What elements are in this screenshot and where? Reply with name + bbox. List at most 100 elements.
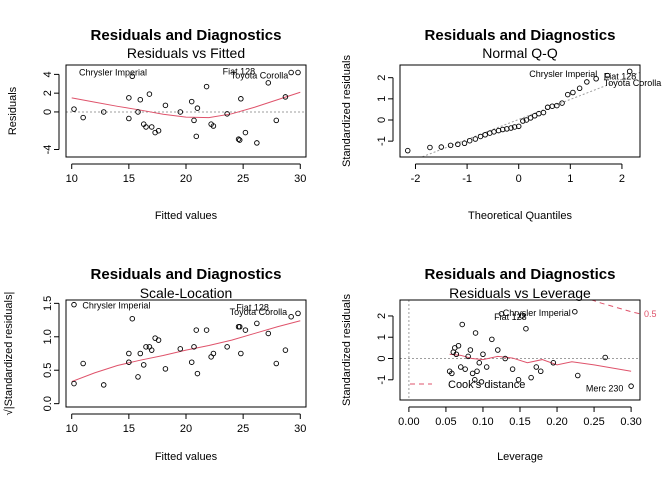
data-point	[193, 133, 200, 140]
plot-area	[66, 69, 306, 146]
cooks-distance-contour	[590, 300, 640, 315]
point-annotation: Toyota Corolla	[604, 78, 662, 88]
data-point	[523, 117, 530, 123]
data-point	[282, 94, 289, 100]
data-point	[491, 129, 497, 135]
data-point	[478, 379, 485, 385]
data-point	[135, 109, 141, 115]
x-tick-label: 30	[294, 173, 306, 185]
point-annotation: Toyota Corolla	[231, 70, 289, 80]
x-tick-label: -1	[462, 173, 472, 185]
data-point	[466, 137, 473, 144]
x-tick-label: 25	[237, 423, 249, 435]
point-annotation: Chrysler Imperial	[529, 69, 597, 79]
data-point	[71, 380, 77, 387]
panel-3: Residuals and Diagnostics Scale-LocationC…	[3, 266, 307, 463]
point-annotation: Chrysler Imperial	[503, 308, 571, 318]
plot-area	[400, 300, 640, 400]
data-point	[126, 359, 132, 365]
data-point	[265, 80, 272, 86]
data-point	[143, 124, 149, 130]
data-point	[467, 347, 474, 353]
data-point	[520, 118, 526, 124]
y-tick-label: 2	[376, 313, 388, 319]
legend-label: Cook's distance	[448, 379, 525, 391]
data-point	[482, 132, 488, 138]
data-point	[295, 310, 301, 317]
x-tick-label: 0.25	[583, 416, 604, 428]
data-point	[235, 136, 242, 142]
data-point	[100, 109, 107, 115]
data-point	[483, 364, 490, 370]
y-tick-label: 0	[42, 109, 54, 115]
data-point	[602, 354, 608, 361]
data-point	[188, 359, 195, 365]
data-point	[480, 351, 486, 358]
y-tick-label: 2	[376, 75, 388, 81]
data-point	[462, 366, 468, 372]
chart-subtitle: Scale-Location	[140, 285, 233, 301]
data-point	[143, 344, 149, 350]
data-point	[254, 320, 260, 327]
plot-frame	[399, 64, 641, 158]
qq-reference-line	[420, 71, 640, 157]
data-point	[575, 372, 581, 379]
plot-frame	[399, 299, 641, 401]
x-tick-label: 10	[66, 173, 78, 185]
data-point	[191, 344, 197, 350]
data-point	[472, 330, 479, 336]
data-point	[100, 382, 107, 388]
data-point	[295, 69, 301, 76]
x-tick-label: 15	[123, 173, 135, 185]
plot-frame	[65, 64, 307, 158]
data-point	[453, 351, 460, 358]
data-point	[254, 140, 260, 146]
data-point	[191, 117, 197, 124]
y-tick-label: 1.0	[42, 329, 54, 344]
data-point	[242, 129, 249, 136]
smooth-line	[71, 91, 301, 119]
data-point	[527, 115, 534, 121]
x-tick-label: 2	[619, 173, 625, 185]
plot-area	[71, 301, 301, 388]
point-annotation: Fiat 128	[604, 72, 637, 82]
data-point	[71, 106, 77, 112]
point-annotation: Merc 230	[586, 384, 624, 394]
y-tick-label: -1	[376, 375, 388, 385]
x-tick-label: 0.30	[620, 416, 641, 428]
point-annotation: Chrysler Imperial	[79, 68, 147, 78]
data-point	[515, 377, 522, 383]
data-point	[576, 85, 583, 92]
x-tick-label: 1	[567, 173, 573, 185]
y-tick-label: 0	[376, 117, 388, 123]
data-point	[502, 355, 508, 362]
data-point	[288, 69, 294, 76]
x-axis-label: Fitted values	[155, 210, 218, 222]
x-tick-label: 0	[516, 173, 522, 185]
data-point	[477, 133, 484, 140]
y-axis-label: Standardized residuals	[341, 55, 353, 167]
chart-title: Residuals and Diagnostics	[91, 266, 282, 283]
y-tick-label: 1.5	[42, 296, 54, 311]
y-axis-label: √|Standardized residuals|	[3, 292, 15, 416]
data-point	[495, 347, 501, 353]
y-tick-label: 0.5	[42, 363, 54, 378]
data-point	[457, 364, 464, 370]
data-point	[194, 105, 201, 111]
data-point	[489, 336, 495, 343]
plot-area	[404, 68, 640, 157]
x-tick-label: 30	[294, 423, 306, 435]
data-point	[515, 123, 522, 130]
data-point	[140, 362, 147, 368]
data-point	[126, 115, 132, 122]
y-tick-label: 1	[376, 96, 388, 102]
point-annotation: Fiat 128	[236, 302, 269, 312]
data-point	[438, 144, 445, 150]
data-point	[559, 100, 565, 106]
y-tick-label: 4	[42, 71, 54, 77]
data-point	[537, 368, 544, 375]
data-point	[465, 353, 471, 360]
data-point	[564, 91, 571, 98]
